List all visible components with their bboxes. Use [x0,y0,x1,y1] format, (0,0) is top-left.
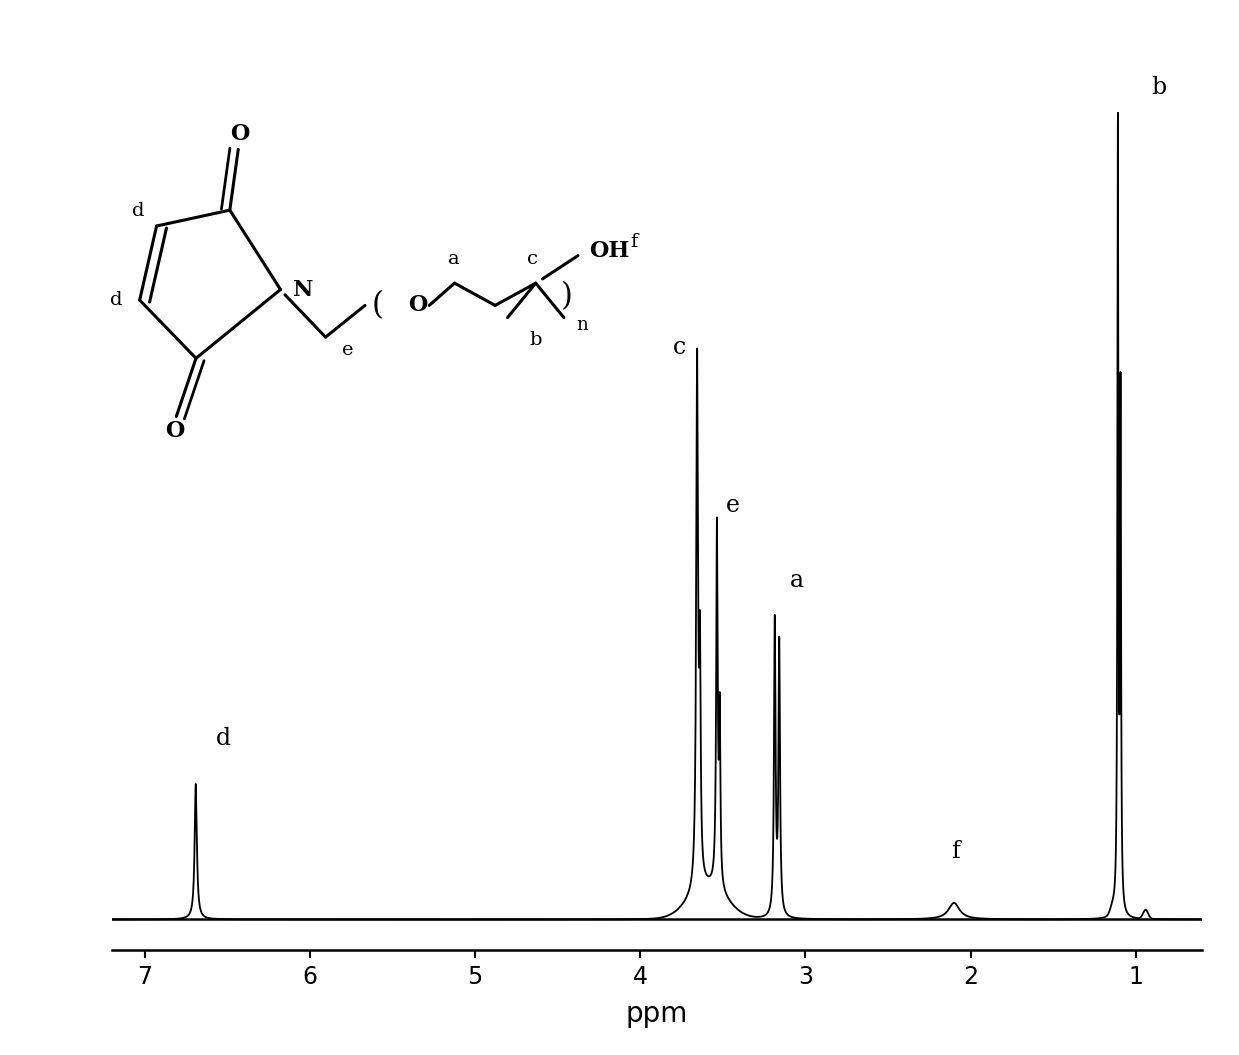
Text: b: b [1151,76,1166,99]
Text: e: e [726,494,740,517]
Text: a: a [790,569,804,592]
Text: d: d [217,727,232,750]
Text: f: f [952,840,960,863]
Text: c: c [673,335,686,359]
X-axis label: ppm: ppm [626,1000,688,1028]
